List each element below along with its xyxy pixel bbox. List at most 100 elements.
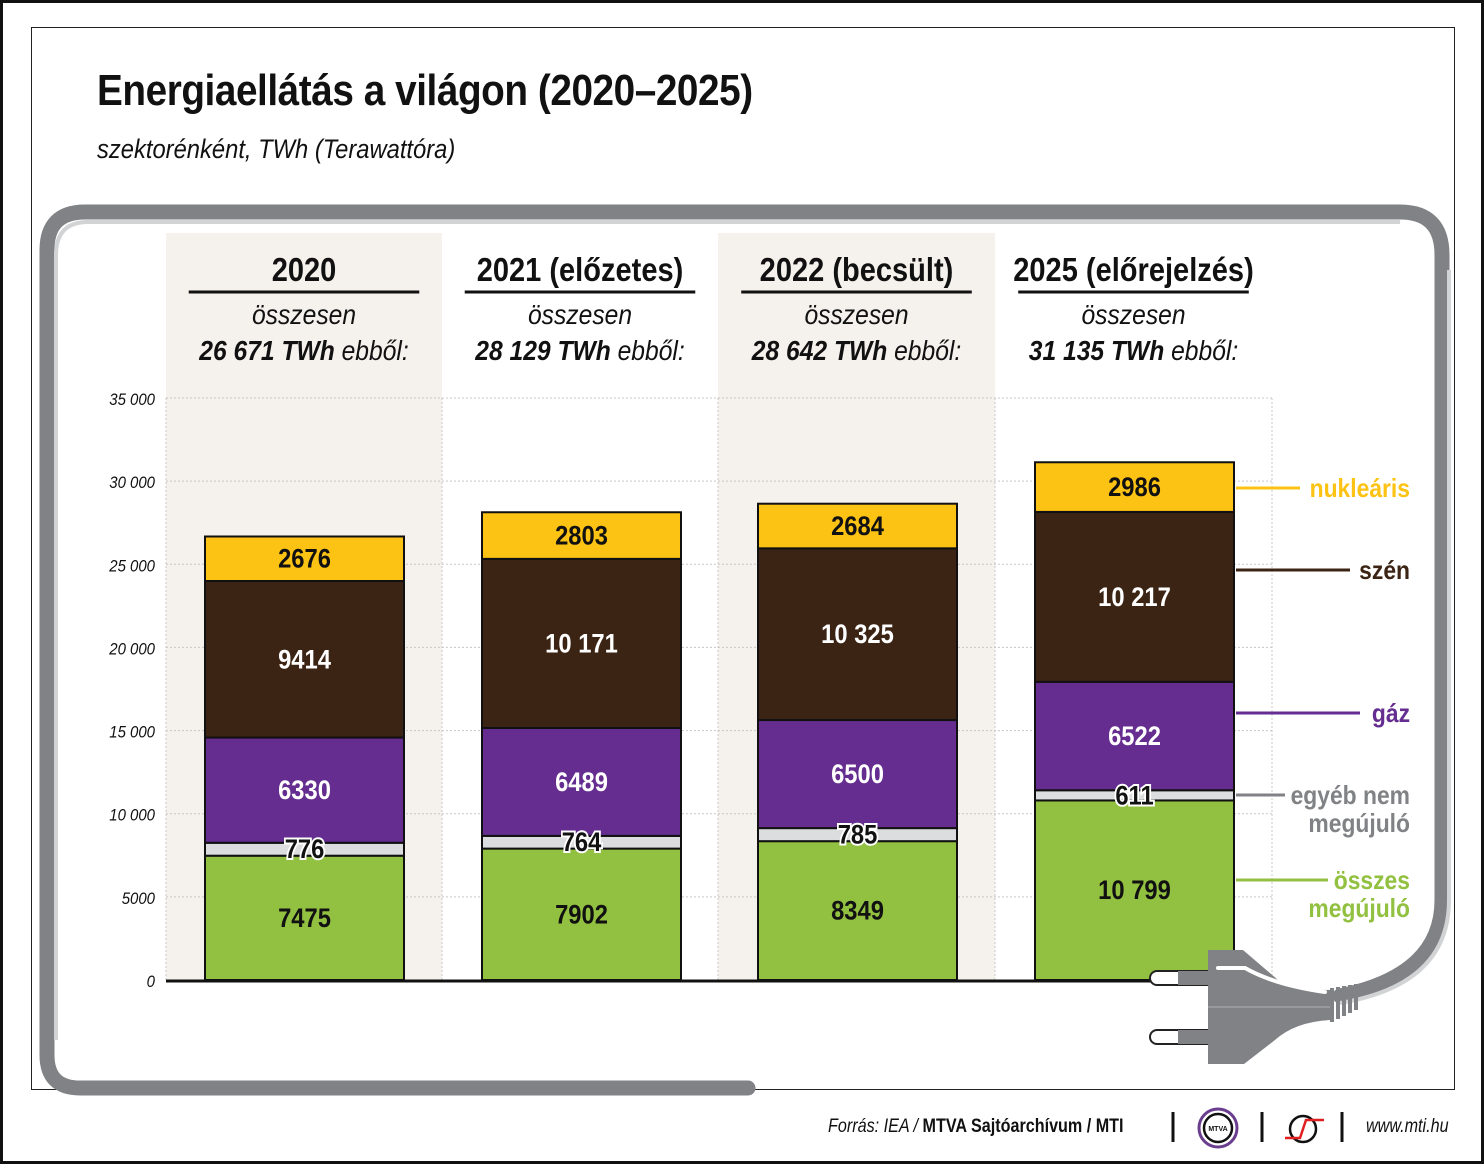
total-caption: összesen bbox=[1081, 299, 1185, 331]
plug-grip-rib bbox=[1336, 987, 1340, 1019]
chart-subtitle: szektorénként, TWh (Terawattóra) bbox=[97, 134, 456, 164]
column-header: 2025 (előrejelzés) összesen 31 135 TWh ebb… bbox=[1013, 251, 1254, 366]
bar-value-label: 10 325 bbox=[821, 620, 894, 650]
total-number: 28 129 TWh bbox=[474, 335, 610, 367]
column-title: 2020 bbox=[272, 251, 337, 288]
plug-grip-rib bbox=[1354, 984, 1358, 1010]
plug-icon bbox=[1149, 950, 1358, 1064]
column-title: 2022 (becsült) bbox=[760, 251, 954, 288]
bar-value-label: 6489 bbox=[555, 768, 608, 798]
bar-label-group: 764 bbox=[560, 826, 603, 859]
total-suffix: ebből: bbox=[611, 335, 685, 367]
y-tick-label: 15 000 bbox=[109, 724, 155, 742]
legend-label-group: összes bbox=[1334, 867, 1410, 896]
column-header: 2021 (előzetes) összesen 28 129 TWh ebből: bbox=[464, 251, 696, 367]
bar-label-group: 10 171 bbox=[545, 629, 618, 659]
column-header: 2020 összesen 26 671 TWh ebből: bbox=[188, 251, 420, 367]
bar-label-group: 7902 bbox=[555, 900, 608, 930]
bar-label-group: 6330 bbox=[278, 776, 331, 806]
bar-label-group: 9414 bbox=[278, 645, 331, 675]
bar-label-group: 7475 bbox=[278, 903, 331, 933]
mti-logo-circle bbox=[1288, 1114, 1318, 1144]
bar-label-group: 6522 bbox=[1108, 722, 1161, 752]
bar-value-label: 764 bbox=[562, 828, 602, 858]
website-link[interactable]: www.mti.hu bbox=[1366, 1116, 1449, 1137]
bar-value-label: 785 bbox=[838, 820, 878, 850]
plug-highlight bbox=[1216, 966, 1327, 994]
plug-grip-rib bbox=[1348, 985, 1352, 1013]
column-title: 2025 (előrejelzés) bbox=[1013, 251, 1254, 288]
bar-value-label: 2684 bbox=[831, 512, 884, 542]
bar-value-label: 10 799 bbox=[1098, 876, 1171, 906]
cable-frame bbox=[39, 204, 1450, 1096]
legend-label-group: gáz bbox=[1372, 700, 1410, 729]
legend-label-gas: gáz bbox=[1372, 700, 1410, 729]
total-value: 28 129 TWh ebből: bbox=[474, 335, 684, 367]
chart-title: Energiaellátás a világon (2020–2025) bbox=[97, 66, 753, 115]
source-credit: Forrás: IEA / MTVA Sajtóarchívum / MTI bbox=[828, 1116, 1124, 1138]
bar-value-label: 9414 bbox=[278, 645, 331, 675]
y-tick-label: 0 bbox=[147, 973, 155, 991]
bar-value-label: 7475 bbox=[278, 903, 331, 933]
source-prefix: Forrás: IEA / bbox=[828, 1116, 923, 1137]
total-number: 31 135 TWh bbox=[1029, 335, 1164, 367]
y-tick-label: 25 000 bbox=[108, 557, 155, 575]
bar-label-group: 785 bbox=[836, 818, 879, 851]
bar-value-label: 2986 bbox=[1108, 473, 1161, 503]
y-tick-label: 30 000 bbox=[109, 474, 155, 492]
bar-value-label: 6500 bbox=[831, 760, 884, 790]
bar-label-group: 2803 bbox=[555, 521, 608, 551]
bar-segment-gas bbox=[204, 736, 405, 844]
legend-label-other: egyéb nem bbox=[1291, 782, 1410, 811]
bar-label-group: 10 217 bbox=[1098, 583, 1171, 613]
plug-grip-rib bbox=[1330, 988, 1334, 1022]
total-suffix: ebből: bbox=[335, 335, 409, 367]
mti-logo-mark bbox=[1285, 1118, 1324, 1140]
legend-label-group: egyéb nem bbox=[1291, 782, 1410, 811]
legend-label-renewable: megújuló bbox=[1308, 895, 1410, 924]
total-value: 28 642 TWh ebből: bbox=[751, 335, 961, 367]
bar-value-label: 776 bbox=[285, 835, 325, 865]
mtva-logo-circle bbox=[1202, 1112, 1234, 1144]
cable-highlight bbox=[54, 220, 1400, 1040]
bar-segment-renewable bbox=[1034, 799, 1235, 981]
legend-label-other: megújuló bbox=[1308, 810, 1410, 839]
bar-label-group: 10 325 bbox=[821, 620, 894, 650]
bar-value-label: 611 bbox=[1115, 781, 1153, 811]
mtva-logo-text: MTVA bbox=[1208, 1126, 1227, 1133]
column-title: 2021 (előzetes) bbox=[477, 251, 684, 288]
bar-segment-renewable bbox=[204, 854, 405, 981]
source-bold: MTVA Sajtóarchívum / MTI bbox=[922, 1116, 1124, 1137]
total-number: 26 671 TWh bbox=[198, 335, 334, 367]
bar-label-group: 611 bbox=[1113, 779, 1155, 812]
y-tick-label: 35 000 bbox=[109, 391, 155, 409]
y-tick-label: 20 000 bbox=[108, 641, 155, 659]
bar-segment-gas bbox=[1034, 680, 1235, 792]
y-tick-label: 5000 bbox=[122, 890, 155, 908]
bar-segment-nuclear bbox=[1034, 461, 1235, 513]
y-tick-label: 10 000 bbox=[109, 807, 155, 825]
bar-label-group: 6489 bbox=[555, 768, 608, 798]
total-number: 28 642 TWh bbox=[751, 335, 887, 367]
bar-value-label: 10 171 bbox=[545, 629, 618, 659]
legend-label-group: megújuló bbox=[1308, 895, 1410, 924]
legend-label-group: szén bbox=[1359, 557, 1410, 586]
bar-label-group: 776 bbox=[283, 833, 326, 866]
bar-label-group: 10 799 bbox=[1098, 876, 1171, 906]
bar-value-label: 6522 bbox=[1108, 722, 1161, 752]
bar-segment-nuclear bbox=[204, 535, 405, 582]
bar-segment-renewable bbox=[757, 840, 958, 981]
bar-segment-coal bbox=[481, 557, 682, 729]
legend-label-nuclear: nukleáris bbox=[1310, 475, 1410, 504]
bar-label-group: 6500 bbox=[831, 760, 884, 790]
legend-label-renewable: összes bbox=[1334, 867, 1410, 896]
total-value: 31 135 TWh ebből: bbox=[1029, 335, 1238, 367]
legend-label-coal: szén bbox=[1359, 557, 1410, 586]
bar-segment-renewable bbox=[481, 847, 682, 981]
bar-label-group: 2684 bbox=[831, 512, 884, 542]
legend-label-group: nukleáris bbox=[1310, 475, 1410, 504]
total-caption: összesen bbox=[804, 299, 908, 331]
bar-label-group: 2986 bbox=[1108, 473, 1161, 503]
total-suffix: ebből: bbox=[887, 335, 961, 367]
bar-value-label: 7902 bbox=[555, 900, 608, 930]
